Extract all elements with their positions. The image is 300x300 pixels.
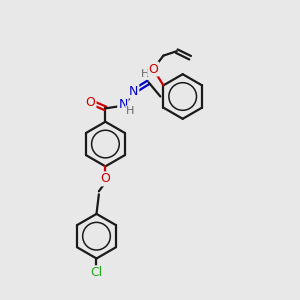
- Text: N: N: [129, 85, 138, 98]
- Text: H: H: [141, 69, 149, 79]
- Text: H: H: [126, 106, 135, 116]
- Text: N: N: [118, 98, 128, 111]
- Text: O: O: [100, 172, 110, 185]
- Text: O: O: [148, 62, 158, 76]
- Text: Cl: Cl: [90, 266, 103, 279]
- Text: O: O: [85, 96, 95, 109]
